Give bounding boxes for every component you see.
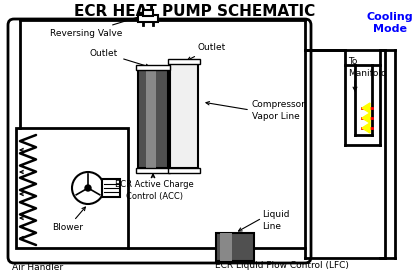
Text: ECR Active Charge
Control (ACC): ECR Active Charge Control (ACC) — [115, 180, 193, 201]
Bar — [146, 68, 156, 168]
Bar — [138, 68, 168, 168]
Bar — [136, 168, 170, 173]
Bar — [136, 65, 170, 70]
Bar — [220, 233, 232, 261]
Circle shape — [85, 185, 91, 191]
Polygon shape — [362, 103, 370, 113]
Circle shape — [72, 172, 104, 204]
Text: Reversing Valve: Reversing Valve — [50, 16, 141, 38]
Bar — [216, 233, 254, 261]
Text: ECR HEAT PUMP SCHEMATIC: ECR HEAT PUMP SCHEMATIC — [74, 4, 315, 19]
Text: Outlet: Outlet — [90, 48, 149, 67]
Text: ECR Liquid Flow Control (LFC): ECR Liquid Flow Control (LFC) — [215, 261, 349, 270]
Text: Outlet: Outlet — [188, 44, 225, 60]
Bar — [143, 10, 153, 16]
Text: Blower: Blower — [52, 207, 85, 233]
Bar — [102, 179, 120, 197]
Text: To
Manifold: To Manifold — [348, 57, 387, 78]
Text: Liquid
Line: Liquid Line — [262, 210, 289, 231]
Bar — [170, 62, 198, 168]
Bar — [138, 15, 158, 22]
Polygon shape — [362, 123, 370, 133]
Bar — [16, 128, 128, 248]
Bar — [168, 168, 200, 173]
Text: Air Handler: Air Handler — [12, 264, 63, 273]
Polygon shape — [362, 113, 370, 123]
Bar — [168, 59, 200, 64]
Text: Cooling
Mode: Cooling Mode — [367, 12, 413, 34]
Text: Compressor
Vapor Line: Compressor Vapor Line — [252, 100, 306, 121]
